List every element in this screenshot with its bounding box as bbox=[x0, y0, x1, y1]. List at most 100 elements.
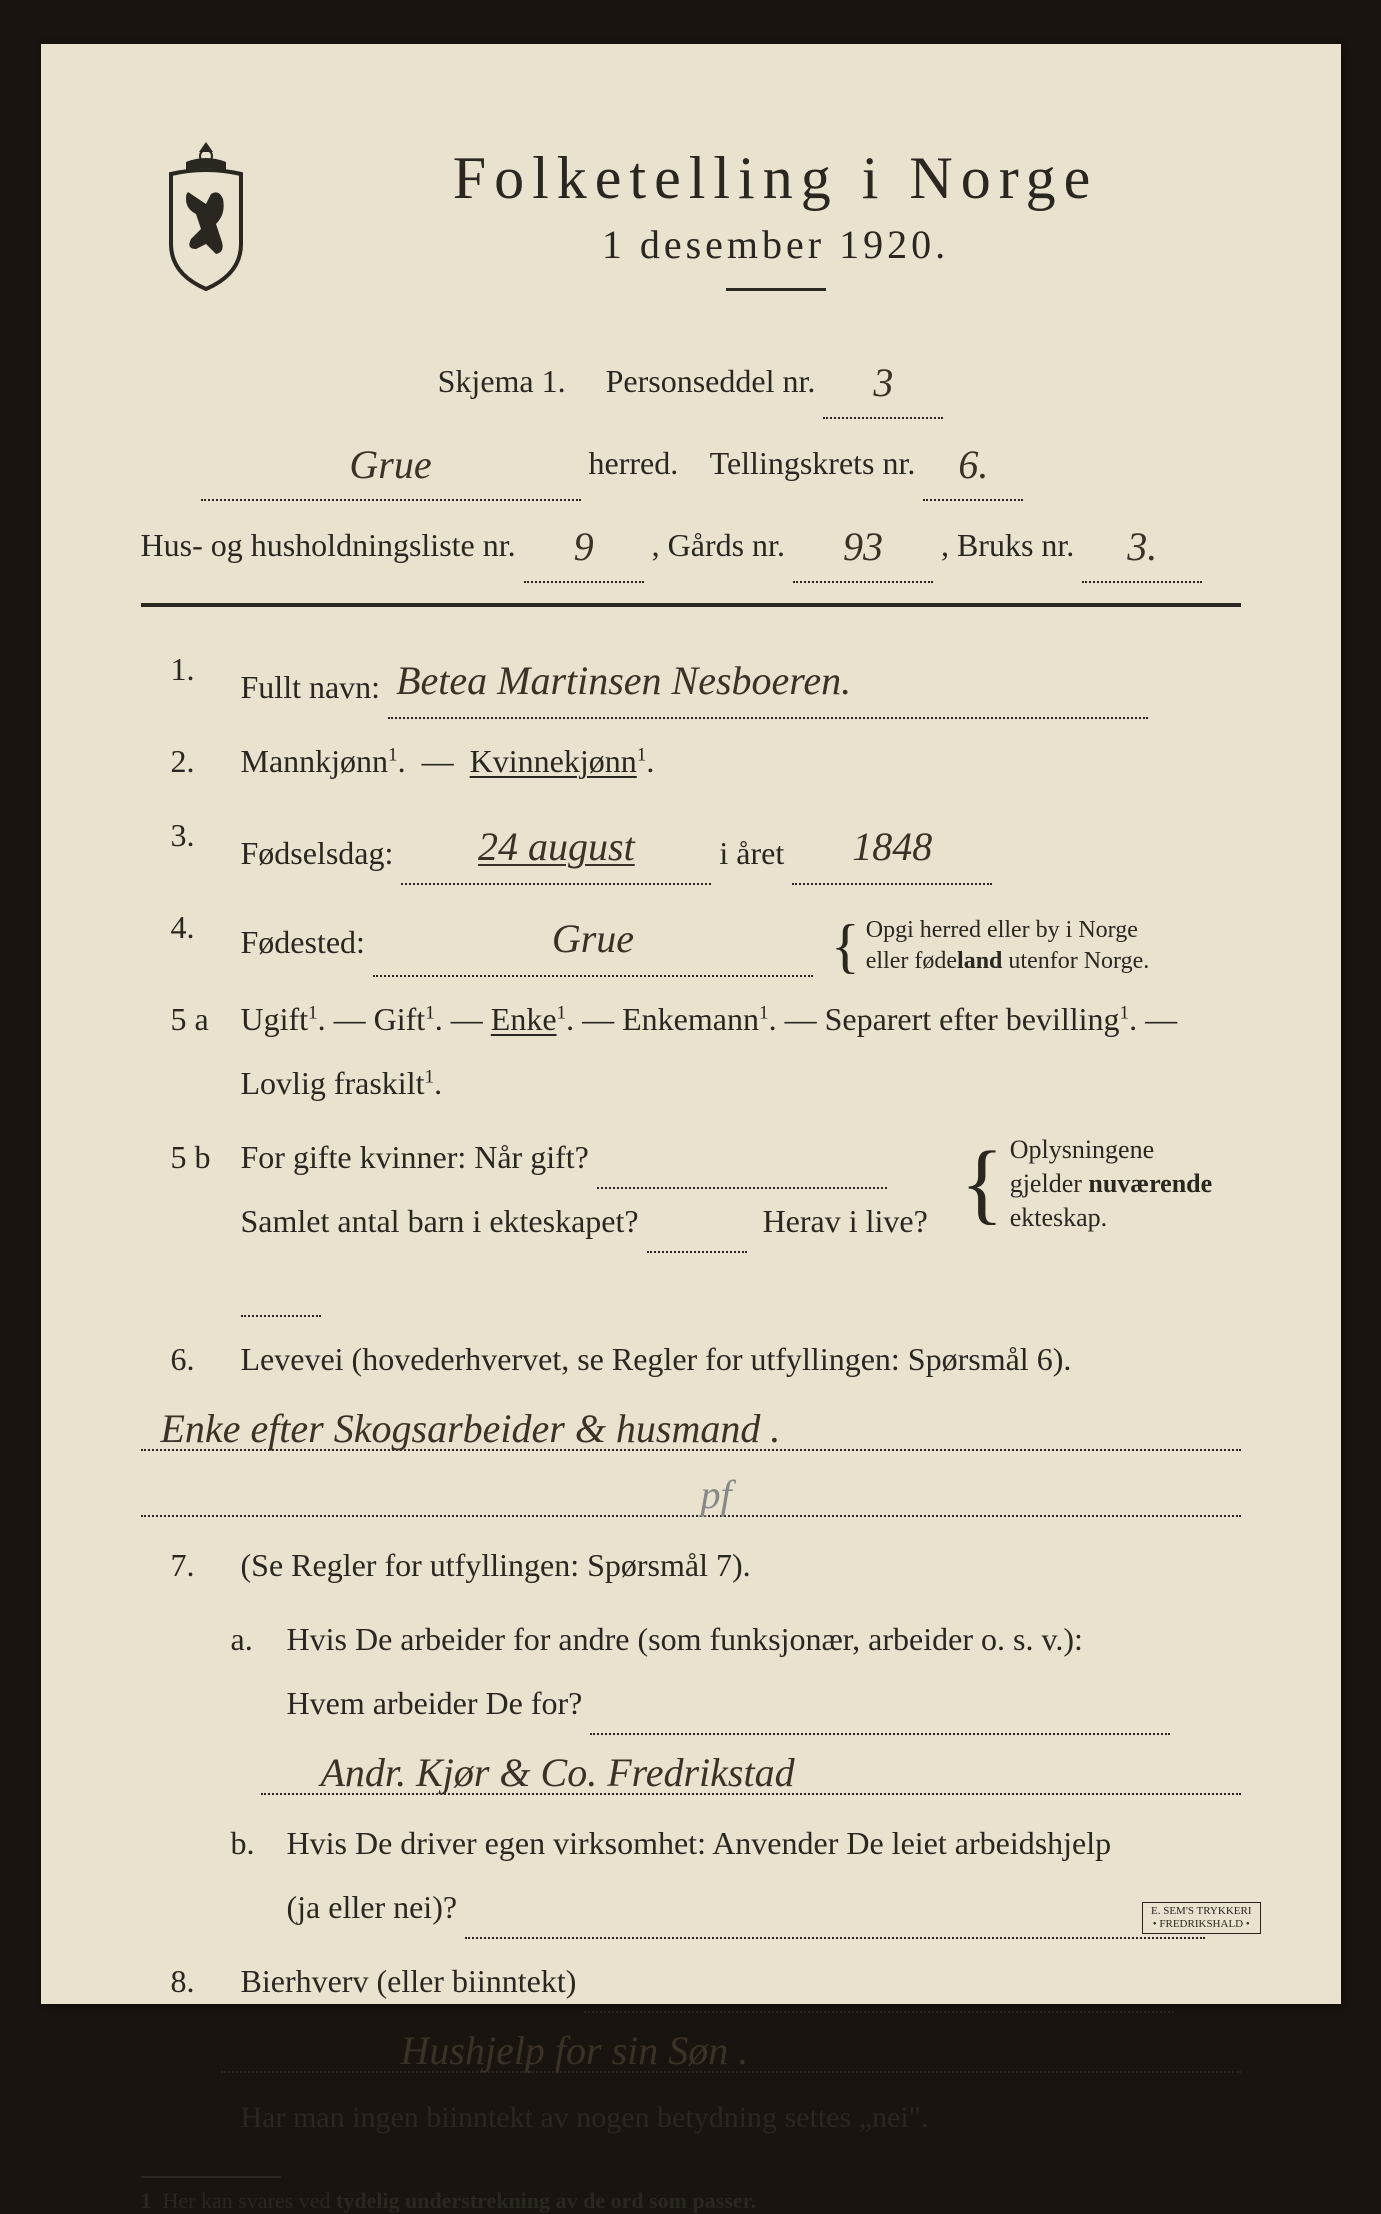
census-form-page: Folketelling i Norge 1 desember 1920. Sk… bbox=[41, 44, 1341, 2004]
husliste-label: Hus- og husholdningsliste nr. bbox=[141, 527, 516, 563]
q1-num: 1. bbox=[171, 637, 221, 719]
section-divider bbox=[141, 603, 1241, 607]
q7a-label: a. bbox=[231, 1607, 267, 1735]
q5b-l1a: For gifte kvinner: Når gift? bbox=[241, 1139, 589, 1175]
question-8: 8. Bierhverv (eller biinntekt) bbox=[171, 1949, 1241, 2013]
q7b-label: b. bbox=[231, 1811, 267, 1939]
question-7b: b. Hvis De driver egen virksomhet: Anven… bbox=[171, 1811, 1241, 1939]
q1-value: Betea Martinsen Nesboeren. bbox=[396, 658, 851, 703]
q5a-enke: Enke bbox=[491, 1001, 557, 1037]
herred-value: Grue bbox=[349, 442, 431, 487]
q5a-ugift: Ugift bbox=[241, 1001, 309, 1037]
q7a-field-1 bbox=[590, 1733, 1170, 1735]
q4-num: 4. bbox=[171, 895, 221, 977]
q5a-fraskilt: Lovlig fraskilt bbox=[241, 1065, 425, 1101]
q5a-enkemann: Enkemann bbox=[622, 1001, 759, 1037]
title-block: Folketelling i Norge 1 desember 1920. bbox=[311, 134, 1241, 321]
q4-label: Fødested: bbox=[241, 924, 365, 960]
q4-body: Fødested: Grue { Opgi herred eller by i … bbox=[241, 895, 1241, 977]
question-5a: 5 a Ugift1. — Gift1. — Enke1. — Enkemann… bbox=[171, 987, 1241, 1115]
q4-note-l2: eller fødeland utenfor Norge. bbox=[866, 948, 1150, 974]
q2-body: Mannkjønn1. — Kvinnekjønn1. bbox=[241, 729, 1241, 793]
questions-block: 1. Fullt navn: Betea Martinsen Nesboeren… bbox=[141, 637, 1241, 2146]
footnote-rule bbox=[141, 2176, 281, 2178]
q7-num: 7. bbox=[171, 1533, 221, 1597]
q5b-note: { Oplysningene gjelder nuværende ekteska… bbox=[961, 1133, 1241, 1234]
q7a-body: Hvis De arbeider for andre (som funksjon… bbox=[287, 1607, 1241, 1735]
bruks-label: , Bruks nr. bbox=[941, 527, 1074, 563]
q1-label: Fullt navn: bbox=[241, 669, 381, 705]
printer-mark: E. SEM'S TRYKKERI • FREDRIKSHALD • bbox=[1142, 1902, 1261, 1934]
q4-value: Grue bbox=[552, 916, 634, 961]
bruks-nr: 3. bbox=[1127, 524, 1157, 569]
q7b-body: Hvis De driver egen virksomhet: Anvender… bbox=[287, 1811, 1241, 1939]
husliste-field: 9 bbox=[524, 505, 644, 583]
q5a-num: 5 a bbox=[171, 987, 221, 1115]
q4-field: Grue bbox=[373, 895, 813, 977]
footnote-marker: 1 bbox=[141, 2188, 152, 2213]
q6-field-2: pf bbox=[141, 1467, 1241, 1517]
q6-mark: pf bbox=[701, 1471, 732, 1517]
meta-line-2: Grue herred. Tellingskrets nr. 6. bbox=[201, 423, 1241, 501]
q5a-gift: Gift bbox=[374, 1001, 426, 1037]
q4-note-l1: Opgi herred eller by i Norge bbox=[866, 917, 1138, 943]
q4-note: { Opgi herred eller by i Norge eller fød… bbox=[831, 915, 1149, 977]
q8-note: Har man ingen biinntekt av nogen betydni… bbox=[171, 2089, 1241, 2146]
gards-label: , Gårds nr. bbox=[652, 527, 785, 563]
q6-value: Enke efter Skogsarbeider & husmand . bbox=[161, 1405, 781, 1451]
q7-body: (Se Regler for utfyllingen: Spørsmål 7). bbox=[241, 1533, 1241, 1597]
q1-field: Betea Martinsen Nesboeren. bbox=[388, 637, 1148, 719]
q1-body: Fullt navn: Betea Martinsen Nesboeren. bbox=[241, 637, 1241, 719]
q3-year-label: i året bbox=[719, 835, 784, 871]
q3-body: Fødselsdag: 24 august i året 1848 bbox=[241, 803, 1241, 885]
q5b-gift-field bbox=[597, 1187, 887, 1189]
q5b-l2a: Samlet antal barn i ekteskapet? bbox=[241, 1203, 639, 1239]
question-6: 6. Levevei (hovederhvervet, se Regler fo… bbox=[171, 1327, 1241, 1391]
personseddel-nr-field: 3 bbox=[823, 341, 943, 419]
q7a-sub: Hvem arbeider De for? bbox=[287, 1685, 583, 1721]
q8-num: 8. bbox=[171, 1949, 221, 2013]
herred-label: herred. bbox=[589, 445, 679, 481]
question-2: 2. Mannkjønn1. — Kvinnekjønn1. bbox=[171, 729, 1241, 793]
q6-body: Levevei (hovederhvervet, se Regler for u… bbox=[241, 1327, 1241, 1391]
tellingskrets-label: Tellingskrets nr. bbox=[710, 445, 916, 481]
q8-value: Hushjelp for sin Søn . bbox=[401, 2027, 749, 2073]
q2-kvinne: Kvinnekjønn bbox=[470, 743, 637, 779]
question-3: 3. Fødselsdag: 24 august i året 1848 bbox=[171, 803, 1241, 885]
herred-field: Grue bbox=[201, 423, 581, 501]
q5b-barn-field bbox=[647, 1251, 747, 1253]
main-title: Folketelling i Norge bbox=[311, 144, 1241, 213]
q7a-field-2: Andr. Kjør & Co. Fredrikstad bbox=[261, 1745, 1241, 1795]
q6-field-1: Enke efter Skogsarbeider & husmand . bbox=[141, 1401, 1241, 1451]
coat-of-arms-icon bbox=[141, 134, 271, 294]
q5b-l2b: Herav i live? bbox=[763, 1203, 928, 1239]
question-1: 1. Fullt navn: Betea Martinsen Nesboeren… bbox=[171, 637, 1241, 719]
title-divider bbox=[726, 288, 826, 291]
q5a-body: Ugift1. — Gift1. — Enke1. — Enkemann1. —… bbox=[241, 987, 1241, 1115]
footnote-text: Her kan svares ved tydelig understreknin… bbox=[163, 2188, 756, 2213]
q5b-note-l2: gjelder nuværende bbox=[1010, 1169, 1212, 1198]
q3-year: 1848 bbox=[852, 824, 932, 869]
q5b-live-field bbox=[241, 1315, 321, 1317]
q2-num: 2. bbox=[171, 729, 221, 793]
printer-l1: E. SEM'S TRYKKERI bbox=[1151, 1905, 1252, 1917]
q3-label: Fødselsdag: bbox=[241, 835, 394, 871]
q7a-value: Andr. Kjør & Co. Fredrikstad bbox=[321, 1749, 795, 1795]
header: Folketelling i Norge 1 desember 1920. bbox=[141, 134, 1241, 321]
gards-nr: 93 bbox=[843, 524, 883, 569]
q3-year-field: 1848 bbox=[792, 803, 992, 885]
question-5b: 5 b { Oplysningene gjelder nuværende ekt… bbox=[171, 1125, 1241, 1317]
q5b-note-l3: ekteskap. bbox=[1010, 1203, 1107, 1232]
subtitle: 1 desember 1920. bbox=[311, 221, 1241, 268]
q6-label: Levevei (hovederhvervet, se Regler for u… bbox=[241, 1341, 1072, 1377]
q2-mann: Mannkjønn bbox=[241, 743, 389, 779]
meta-line-3: Hus- og husholdningsliste nr. 9 , Gårds … bbox=[141, 505, 1241, 583]
q3-day-field: 24 august bbox=[401, 803, 711, 885]
question-4: 4. Fødested: Grue { Opgi herred eller by… bbox=[171, 895, 1241, 977]
footnote: 1 Her kan svares ved tydelig understrekn… bbox=[141, 2188, 1241, 2214]
q5b-note-l1: Oplysningene bbox=[1010, 1135, 1154, 1164]
tellingskrets-field: 6. bbox=[923, 423, 1023, 501]
skjema-label: Skjema 1. bbox=[438, 363, 566, 399]
question-7: 7. (Se Regler for utfyllingen: Spørsmål … bbox=[171, 1533, 1241, 1597]
q5a-separert: Separert efter bevilling bbox=[825, 1001, 1120, 1037]
